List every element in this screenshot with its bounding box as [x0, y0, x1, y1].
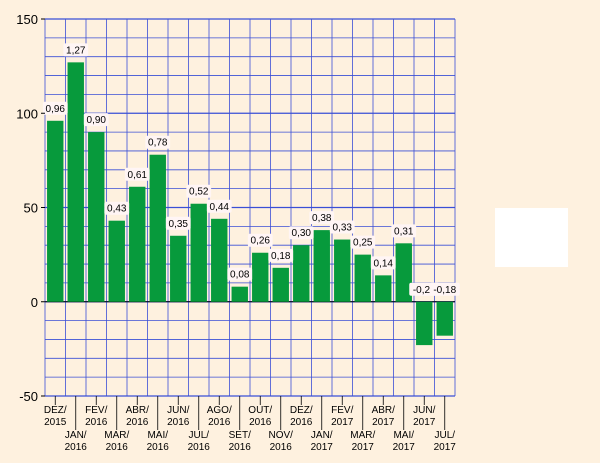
data-label: -0,23: [413, 285, 436, 296]
data-label: 0,44: [210, 202, 230, 213]
y-tick-label: 0: [31, 295, 38, 310]
data-label: 0,25: [353, 238, 373, 249]
data-label-bg: [42, 101, 68, 115]
data-labels: 0,96 1,27 0,90 0,43 0,61 0,78 0,35 0,520,44 0,08…: [42, 43, 460, 296]
legend-box: [495, 208, 568, 267]
x-tick-label: FEV/2017: [331, 405, 354, 428]
data-label: 0,18: [271, 251, 291, 262]
x-tick-label: SET/2016: [229, 430, 252, 453]
bar: [108, 220, 125, 302]
data-label-bg: [329, 220, 355, 234]
bar: [313, 230, 330, 302]
data-label: 0,38: [312, 213, 332, 224]
data-label-bg: [391, 224, 417, 238]
data-label-bg: [186, 184, 212, 198]
data-label: 0,31: [394, 226, 414, 237]
bar: [149, 154, 166, 302]
y-axis-ticks: -50 0 50 100 150: [16, 12, 45, 404]
data-label: 0,30: [292, 228, 312, 239]
data-label: 0,33: [333, 223, 353, 234]
data-label-bg: [145, 135, 171, 149]
x-tick-label: JAN/2016: [65, 430, 88, 453]
x-tick-label: MAR/2016: [104, 430, 129, 453]
data-label: 0,14: [374, 258, 394, 269]
data-label: 0,52: [189, 187, 209, 198]
data-label-bg: [288, 226, 314, 240]
data-label-bg: [247, 233, 273, 247]
data-label: 0,43: [107, 204, 127, 215]
bar: [436, 301, 453, 336]
data-label: 0,35: [169, 219, 189, 230]
x-tick-label: MAI/2016: [147, 430, 170, 453]
bar: [88, 132, 105, 302]
bars: [47, 62, 453, 346]
data-label-bg: [268, 248, 294, 262]
x-tick-label: JUN/2016: [167, 405, 190, 428]
x-tick-label: AGO/2016: [207, 405, 232, 428]
x-tick-label: MAI/2017: [393, 430, 416, 453]
x-tick-label: NOV/2016: [269, 430, 294, 453]
data-label: 0,08: [230, 270, 250, 281]
x-axis-ticks: DEZ/2015JAN/2016FEV/2016MAR/2016ABR/2016…: [44, 396, 456, 453]
data-label-bg: [124, 167, 150, 181]
bar: [252, 252, 269, 302]
data-label: -0,18: [433, 285, 456, 296]
x-tick-label: JAN/2017: [311, 430, 334, 453]
x-tick-label: OUT/2016: [248, 405, 272, 428]
x-tick-label: ABR/2016: [126, 405, 150, 428]
x-tick-label: JUL/2016: [188, 430, 211, 453]
data-label-bg: [104, 201, 130, 215]
x-tick-label: JUL/2017: [434, 430, 457, 453]
bar: [190, 203, 207, 302]
x-tick-label: ABR/2017: [372, 405, 396, 428]
bar: [395, 243, 412, 302]
y-tick-label: 100: [16, 106, 38, 121]
x-tick-label: DEZ/2016: [290, 405, 313, 428]
x-tick-label: DEZ/2015: [44, 405, 67, 428]
data-label: 1,27: [66, 45, 86, 56]
y-tick-label: 150: [16, 12, 38, 27]
data-label: 0,61: [128, 170, 148, 181]
y-tick-label: 50: [24, 201, 38, 216]
data-label: 0,78: [148, 138, 168, 149]
data-label-bg: [83, 113, 109, 127]
x-tick-label: JUN/2017: [413, 405, 436, 428]
data-label-bg: [63, 43, 89, 57]
data-label: 0,96: [46, 104, 66, 115]
bar: [416, 301, 433, 346]
data-label-bg: [227, 267, 253, 281]
data-label-bg: [165, 216, 191, 230]
bar: [67, 62, 84, 302]
bar: [354, 254, 371, 302]
bar: [334, 239, 351, 302]
data-label-bg: [309, 211, 335, 225]
x-tick-label: FEV/2016: [85, 405, 108, 428]
data-label-bg: [370, 256, 396, 270]
data-label-bg: [350, 235, 376, 249]
bar: [293, 245, 310, 302]
bar: [272, 267, 289, 302]
bar: [375, 275, 392, 302]
bar: [47, 120, 64, 302]
data-label: 0,90: [87, 115, 107, 126]
bar: [170, 235, 187, 302]
bar: [211, 218, 228, 302]
y-tick-label: -50: [19, 389, 38, 404]
data-label-bg: [206, 199, 232, 213]
x-tick-label: MAR/2017: [350, 430, 375, 453]
data-label-bg: [429, 282, 460, 296]
bar: [129, 186, 146, 302]
bar: [231, 286, 248, 302]
data-label: 0,26: [251, 236, 271, 247]
